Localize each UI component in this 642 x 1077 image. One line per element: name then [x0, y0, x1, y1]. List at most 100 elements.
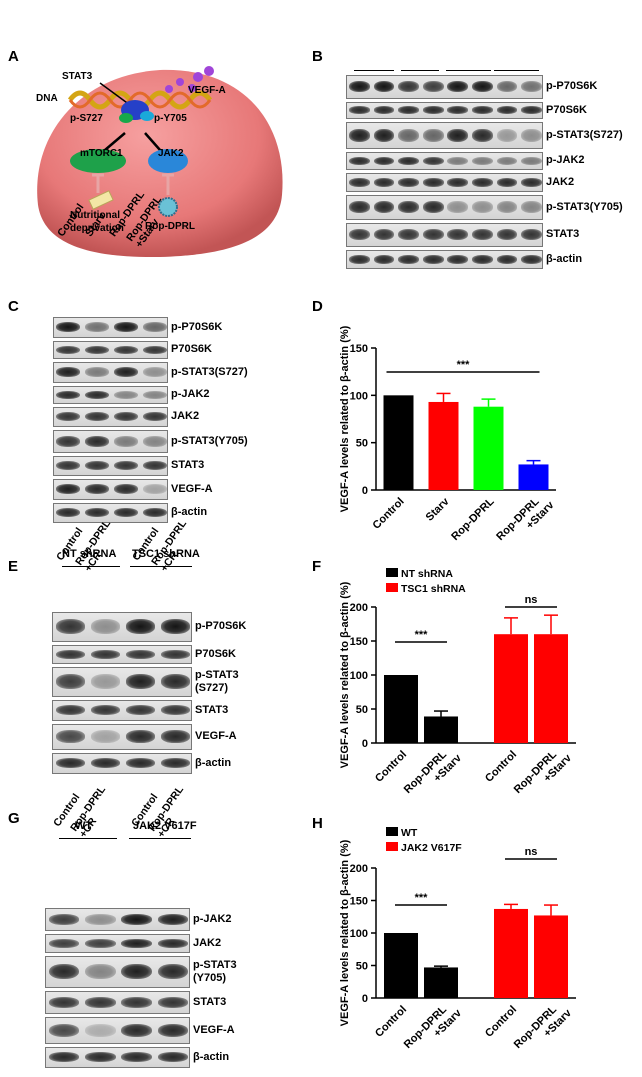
panel-label-c: C — [8, 298, 19, 315]
blot-band — [398, 177, 419, 187]
blot-strip — [53, 407, 168, 427]
blot-band — [85, 1023, 116, 1037]
blot-strip — [45, 956, 190, 988]
blot-row-label: p-STAT3(Y705) — [546, 200, 623, 213]
blot-band — [85, 390, 110, 399]
blot-band — [121, 913, 152, 925]
blot-band — [142, 484, 167, 495]
blot-band — [113, 411, 138, 422]
blot-band — [521, 128, 542, 142]
x-tick-label: Rop-DPRL+Starv — [402, 997, 465, 1060]
blot-band — [85, 345, 110, 354]
blot-band — [56, 367, 81, 378]
blot-band — [398, 80, 419, 93]
bar — [473, 406, 504, 490]
x-tick-label: Control — [373, 1004, 409, 1040]
blot-band — [157, 963, 189, 980]
blot-band — [121, 1023, 152, 1037]
blot-row-label: p-STAT3(Y705) — [171, 434, 248, 447]
blot-band — [55, 649, 86, 659]
blot-band — [48, 938, 80, 948]
blot-band — [496, 156, 518, 165]
blot-row-label: P70S6K — [171, 343, 212, 355]
blot-band — [472, 201, 493, 213]
blot-band — [447, 177, 469, 187]
panel-label-d: D — [312, 298, 323, 315]
blot-row-label: p-STAT3(S727) — [171, 365, 248, 378]
blot-band — [85, 435, 110, 447]
blot-band — [55, 619, 86, 634]
blot-strip — [346, 223, 543, 247]
group-underline — [62, 566, 120, 567]
blot-row-label: JAK2 — [171, 410, 200, 422]
blot-band — [125, 649, 156, 659]
blot-strip — [53, 341, 168, 359]
blot-band — [113, 484, 138, 495]
blot-band — [472, 254, 493, 264]
blot-band — [125, 758, 156, 769]
blot-band — [373, 80, 395, 93]
blot-row-label: β-actin — [171, 506, 208, 518]
blot-band — [142, 345, 167, 354]
blot-band — [85, 484, 110, 495]
blot-band — [90, 619, 121, 634]
blot-band — [48, 1052, 80, 1063]
nutrient-icon — [88, 190, 114, 210]
bar — [534, 915, 568, 998]
blot-band — [521, 228, 542, 241]
blot-strip — [346, 173, 543, 192]
group-label: TSC1 shRNA — [132, 548, 200, 560]
blot-band — [496, 254, 518, 264]
blot-band — [447, 156, 469, 165]
blot-band — [398, 201, 419, 213]
blot-band — [125, 705, 156, 716]
blot-band — [472, 177, 493, 187]
blot-band — [373, 228, 395, 241]
blot-band — [160, 730, 191, 743]
blot-band — [398, 128, 419, 142]
blot-band — [85, 507, 110, 518]
y-tick-label: 150 — [350, 636, 368, 648]
group-label: WT — [75, 820, 93, 832]
blot-row-label: p-STAT3(S727) — [195, 669, 239, 694]
blot-band — [55, 705, 86, 716]
blot-row-label: p-P70S6K — [171, 320, 223, 333]
blot-band — [157, 938, 189, 948]
blot-row-label: STAT3 — [195, 703, 229, 716]
blot-band — [113, 367, 138, 378]
legend-swatch — [386, 583, 398, 592]
blot-band — [90, 730, 121, 743]
bar — [534, 634, 568, 743]
x-tick-label: Starv — [424, 495, 453, 524]
blot-band — [398, 254, 419, 264]
column-underline — [494, 70, 539, 71]
blot-band — [348, 128, 370, 142]
blot-band — [348, 254, 370, 264]
blot-band — [496, 128, 518, 142]
blot-band — [125, 619, 156, 634]
y-axis-label: VEGF-A levels related to β-actin (%) — [339, 581, 351, 768]
blot-row-label: VEGF-A — [171, 482, 213, 495]
blot-strip — [53, 430, 168, 453]
blot-band — [496, 80, 518, 93]
significance-label: *** — [457, 359, 471, 371]
western-blot-b: ControlCRRop-DPRLRop-DPRL+CRp-P70S6KP70S… — [346, 5, 642, 269]
blot-band — [113, 345, 138, 354]
blot-band — [48, 1023, 80, 1037]
legend-label: WT — [401, 827, 418, 839]
blot-row-label: VEGF-A — [193, 1023, 235, 1036]
blot-band — [113, 322, 138, 333]
y-tick-label: 150 — [350, 343, 368, 355]
blot-strip — [45, 991, 190, 1014]
blot-band — [55, 730, 86, 743]
blot-row-label: p-JAK2 — [171, 388, 210, 400]
blot-band — [348, 177, 370, 187]
blot-strip — [53, 362, 168, 383]
x-tick-label: Control — [483, 749, 519, 785]
label-vegfa: VEGF-A — [188, 85, 226, 96]
blot-band — [398, 156, 419, 165]
x-tick-label: Rop-DPRL+Starv — [402, 742, 465, 805]
western-blot-c: Control Starv Rop-DPRL Rop-DPRL +Starv p-P70S… — [53, 189, 278, 535]
blot-band — [447, 128, 469, 142]
panel-label-h: H — [312, 815, 323, 832]
